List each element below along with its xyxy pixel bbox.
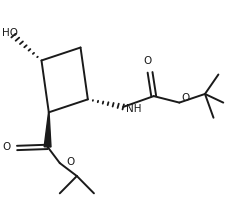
Polygon shape: [44, 112, 51, 147]
Text: O: O: [143, 56, 152, 66]
Text: HO: HO: [2, 29, 19, 38]
Text: NH: NH: [126, 104, 141, 114]
Text: O: O: [182, 93, 190, 103]
Text: O: O: [66, 157, 74, 167]
Text: O: O: [3, 142, 11, 152]
